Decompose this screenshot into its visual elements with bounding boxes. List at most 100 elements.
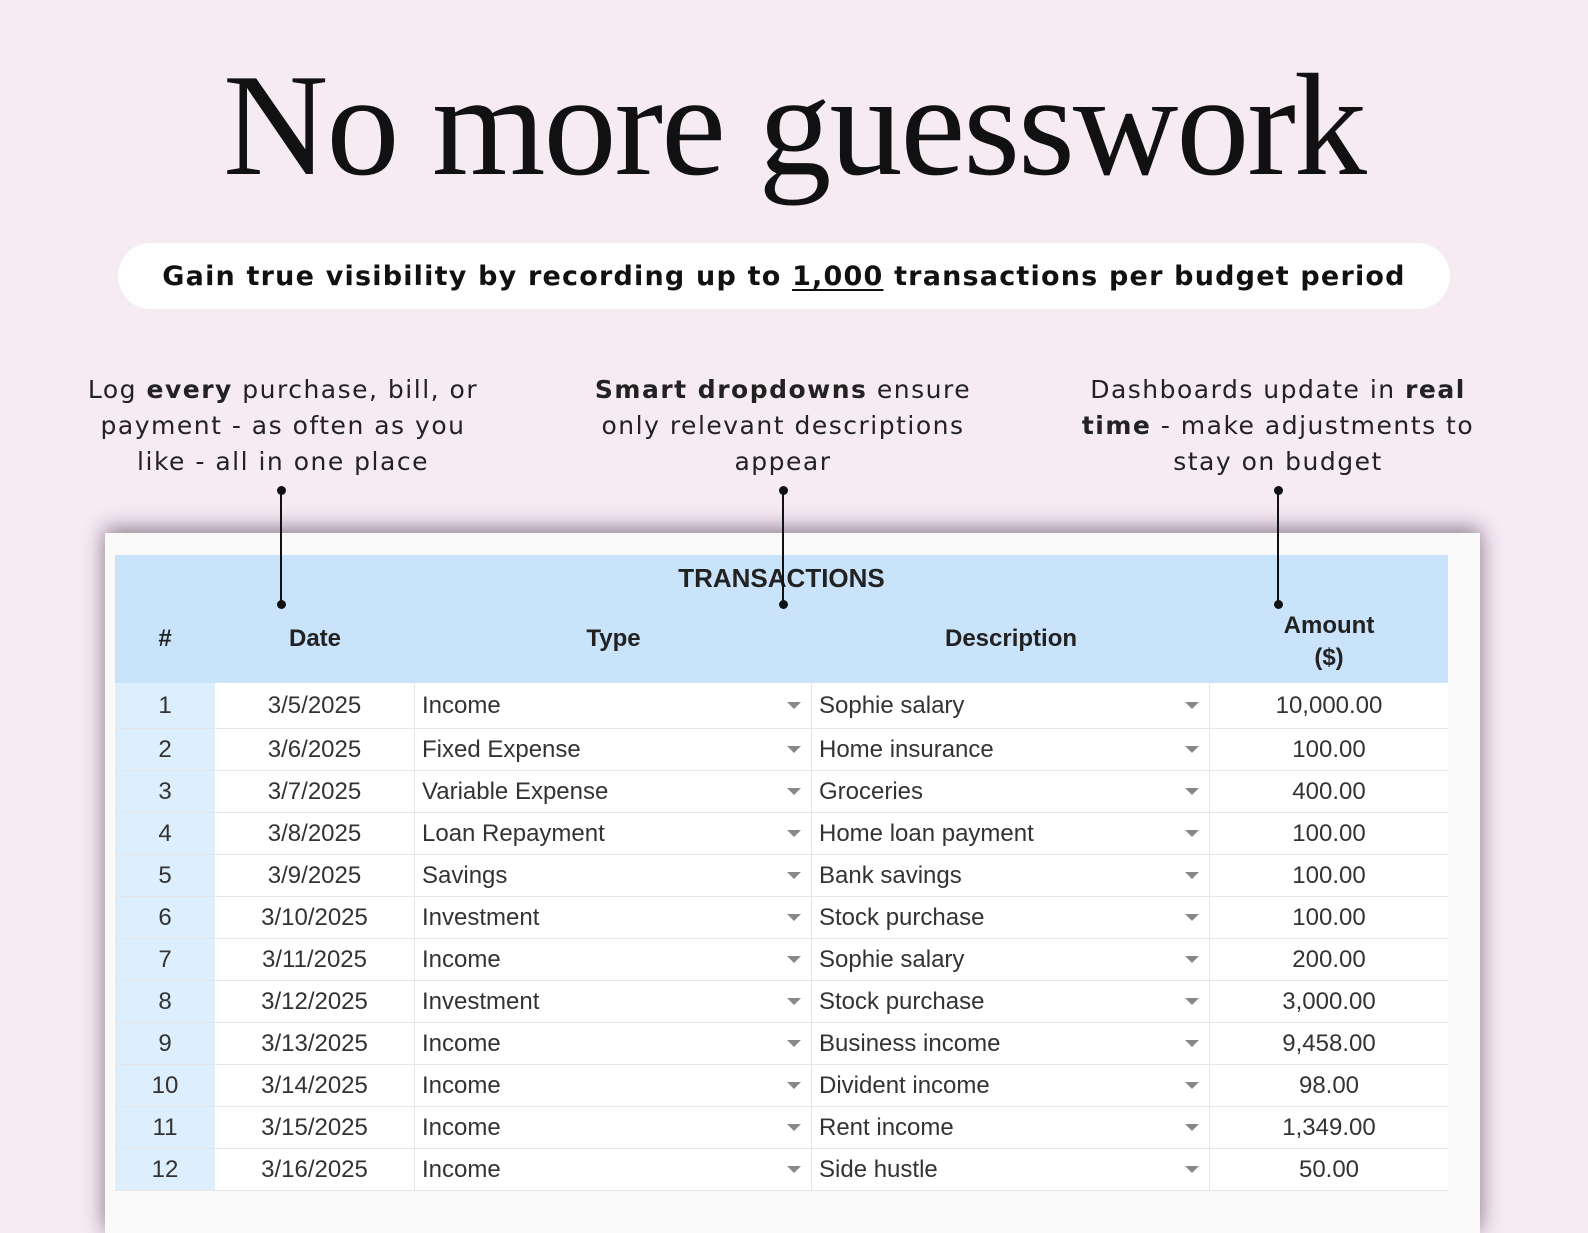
dropdown-arrow-icon[interactable] — [1185, 1039, 1199, 1047]
cell-description-dropdown[interactable]: Sophie salary — [812, 683, 1210, 728]
cell-num: 8 — [115, 981, 215, 1022]
cell-description-dropdown[interactable]: Rent income — [812, 1107, 1210, 1148]
dropdown-arrow-icon[interactable] — [787, 913, 801, 921]
table-body: 1 3/5/2025 Income Sophie salary 10,000.00 2 3/… — [115, 683, 1448, 1191]
cell-date[interactable]: 3/14/2025 — [215, 1065, 415, 1106]
cell-type: Savings — [422, 861, 508, 889]
cell-description-dropdown[interactable]: Stock purchase — [812, 897, 1210, 938]
cell-description-dropdown[interactable]: Home loan payment — [812, 813, 1210, 854]
cell-type-dropdown[interactable]: Loan Repayment — [415, 813, 812, 854]
cell-amount[interactable]: 100.00 — [1210, 813, 1448, 854]
cell-type-dropdown[interactable]: Investment — [415, 981, 812, 1022]
dropdown-arrow-icon[interactable] — [787, 1165, 801, 1173]
cell-description-dropdown[interactable]: Divident income — [812, 1065, 1210, 1106]
cell-date[interactable]: 3/9/2025 — [215, 855, 415, 896]
cell-description: Bank savings — [819, 861, 962, 889]
banner-text-before: Gain true visibility by recording up to — [162, 260, 793, 292]
header-date: Date — [288, 625, 342, 652]
dropdown-arrow-icon[interactable] — [787, 829, 801, 837]
cell-date[interactable]: 3/11/2025 — [215, 939, 415, 980]
caption-text: Log — [87, 375, 147, 404]
connector-line — [1277, 490, 1279, 604]
dropdown-arrow-icon[interactable] — [1185, 871, 1199, 879]
header-amount-label: Amount — [1283, 612, 1375, 639]
cell-num: 11 — [115, 1107, 215, 1148]
cell-amount[interactable]: 9,458.00 — [1210, 1023, 1448, 1064]
cell-num: 5 — [115, 855, 215, 896]
cell-type: Income — [422, 1071, 501, 1099]
cell-type-dropdown[interactable]: Income — [415, 1023, 812, 1064]
cell-type-dropdown[interactable]: Income — [415, 683, 812, 728]
cell-type-dropdown[interactable]: Variable Expense — [415, 771, 812, 812]
cell-date[interactable]: 3/15/2025 — [215, 1107, 415, 1148]
dropdown-arrow-icon[interactable] — [787, 745, 801, 753]
cell-type-dropdown[interactable]: Income — [415, 939, 812, 980]
table-row: 8 3/12/2025 Investment Stock purchase 3,000.… — [115, 981, 1448, 1023]
dropdown-arrow-icon[interactable] — [1185, 1165, 1199, 1173]
dropdown-arrow-icon[interactable] — [787, 1081, 801, 1089]
connector-dot — [277, 486, 286, 495]
cell-date[interactable]: 3/7/2025 — [215, 771, 415, 812]
cell-date[interactable]: 3/12/2025 — [215, 981, 415, 1022]
cell-description-dropdown[interactable]: Bank savings — [812, 855, 1210, 896]
cell-type-dropdown[interactable]: Income — [415, 1065, 812, 1106]
cell-num: 7 — [115, 939, 215, 980]
cell-amount[interactable]: 10,000.00 — [1210, 683, 1448, 728]
cell-type-dropdown[interactable]: Income — [415, 1107, 812, 1148]
cell-amount[interactable]: 100.00 — [1210, 897, 1448, 938]
dropdown-arrow-icon[interactable] — [1185, 829, 1199, 837]
table-row: 4 3/8/2025 Loan Repayment Home loan payment… — [115, 813, 1448, 855]
cell-type: Variable Expense — [422, 777, 609, 805]
cell-description-dropdown[interactable]: Home insurance — [812, 729, 1210, 770]
cell-date[interactable]: 3/10/2025 — [215, 897, 415, 938]
dropdown-arrow-icon[interactable] — [1185, 1123, 1199, 1131]
dropdown-arrow-icon[interactable] — [1185, 745, 1199, 753]
dropdown-arrow-icon[interactable] — [1185, 913, 1199, 921]
dropdown-arrow-icon[interactable] — [787, 955, 801, 963]
cell-num: 9 — [115, 1023, 215, 1064]
cell-num: 6 — [115, 897, 215, 938]
cell-date[interactable]: 3/16/2025 — [215, 1149, 415, 1190]
dropdown-arrow-icon[interactable] — [1185, 955, 1199, 963]
cell-description-dropdown[interactable]: Stock purchase — [812, 981, 1210, 1022]
cell-type-dropdown[interactable]: Investment — [415, 897, 812, 938]
dropdown-arrow-icon[interactable] — [787, 787, 801, 795]
dropdown-arrow-icon[interactable] — [1185, 1081, 1199, 1089]
table-row: 10 3/14/2025 Income Divident income 98.00 — [115, 1065, 1448, 1107]
cell-date[interactable]: 3/8/2025 — [215, 813, 415, 854]
cell-amount[interactable]: 1,349.00 — [1210, 1107, 1448, 1148]
cell-amount[interactable]: 3,000.00 — [1210, 981, 1448, 1022]
cell-type-dropdown[interactable]: Savings — [415, 855, 812, 896]
dropdown-arrow-icon[interactable] — [787, 701, 801, 709]
cell-description-dropdown[interactable]: Side hustle — [812, 1149, 1210, 1190]
dropdown-arrow-icon[interactable] — [787, 997, 801, 1005]
cell-description-dropdown[interactable]: Sophie salary — [812, 939, 1210, 980]
cell-amount[interactable]: 200.00 — [1210, 939, 1448, 980]
dropdown-arrow-icon[interactable] — [1185, 701, 1199, 709]
dropdown-arrow-icon[interactable] — [1185, 787, 1199, 795]
table-row: 5 3/9/2025 Savings Bank savings 100.00 — [115, 855, 1448, 897]
dropdown-arrow-icon[interactable] — [787, 1123, 801, 1131]
cell-description-dropdown[interactable]: Groceries — [812, 771, 1210, 812]
caption-bold: Smart dropdowns — [594, 375, 868, 404]
dropdown-arrow-icon[interactable] — [787, 1039, 801, 1047]
cell-type: Loan Repayment — [422, 819, 605, 847]
cell-date[interactable]: 3/6/2025 — [215, 729, 415, 770]
cell-date[interactable]: 3/13/2025 — [215, 1023, 415, 1064]
cell-type-dropdown[interactable]: Fixed Expense — [415, 729, 812, 770]
dropdown-arrow-icon[interactable] — [787, 871, 801, 879]
cell-type-dropdown[interactable]: Income — [415, 1149, 812, 1190]
cell-description: Stock purchase — [819, 903, 985, 931]
connector-line — [280, 490, 282, 604]
dropdown-arrow-icon[interactable] — [1185, 997, 1199, 1005]
cell-amount[interactable]: 100.00 — [1210, 855, 1448, 896]
cell-date[interactable]: 3/5/2025 — [215, 683, 415, 728]
cell-description-dropdown[interactable]: Business income — [812, 1023, 1210, 1064]
cell-description: Home insurance — [819, 735, 994, 763]
cell-amount[interactable]: 98.00 — [1210, 1065, 1448, 1106]
cell-type: Investment — [422, 903, 540, 931]
cell-amount[interactable]: 100.00 — [1210, 729, 1448, 770]
cell-amount[interactable]: 50.00 — [1210, 1149, 1448, 1190]
cell-amount[interactable]: 400.00 — [1210, 771, 1448, 812]
cell-num: 12 — [115, 1149, 215, 1190]
